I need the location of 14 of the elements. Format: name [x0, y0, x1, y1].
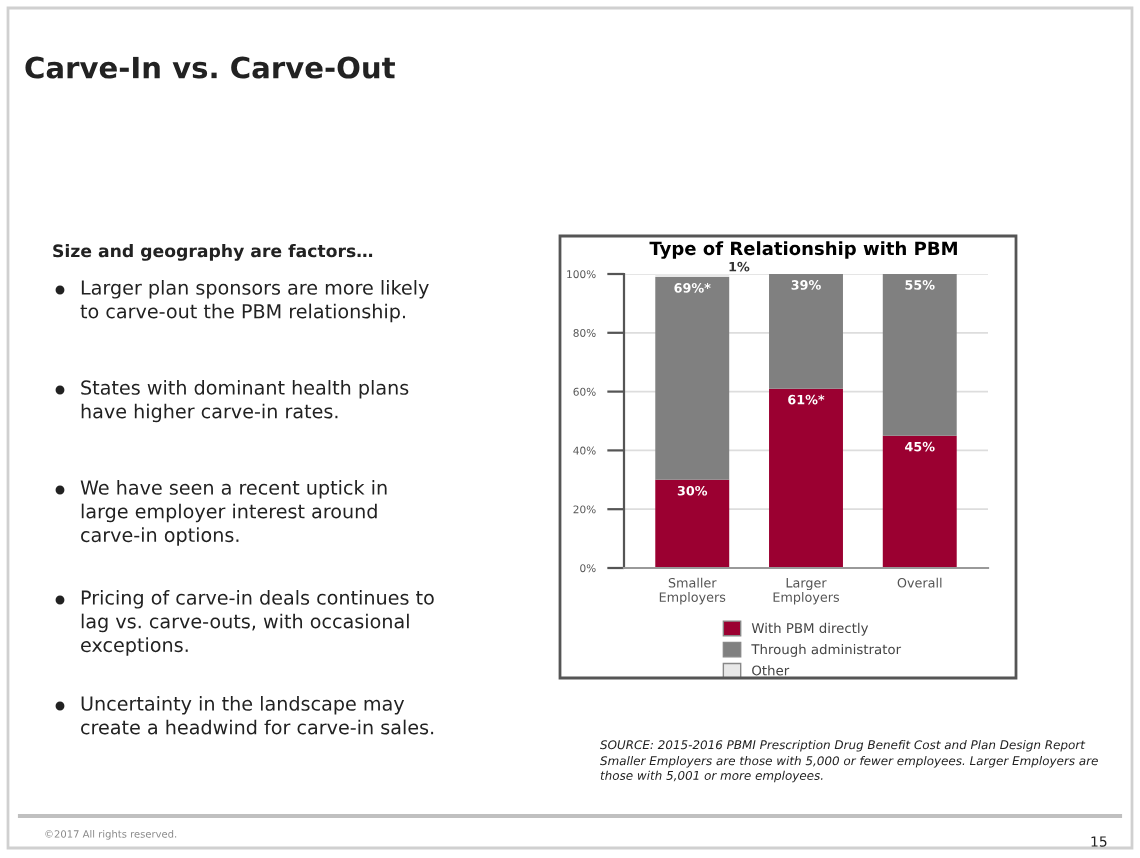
- bar: [769, 388, 843, 568]
- bar: [882, 274, 957, 436]
- chart-title: Type of Relationship with PBM: [649, 241, 957, 259]
- text: We have seen a recent uptick in large employer interest around carve-in options.: [80, 480, 387, 546]
- text: Uncertainty in the landscape may create a headwind for carve-in sales.: [81, 696, 434, 735]
- bar: [882, 435, 957, 568]
- bar: [769, 274, 843, 389]
- text: Carve-In vs. Carve-Out: [25, 56, 395, 79]
- text: Pricing of carve-in deals continues to lag vs. carve-outs, with occasional exceptions.: [81, 590, 434, 656]
- text: Larger plan sponsors are more likely to carve-out the PBM relationship.: [80, 280, 429, 323]
- bar: [655, 479, 730, 568]
- text: States with dominant health plans have higher carve-in rates.: [81, 380, 409, 423]
- bar: [655, 276, 730, 480]
- text: Size and geography are factors…: [53, 244, 373, 261]
